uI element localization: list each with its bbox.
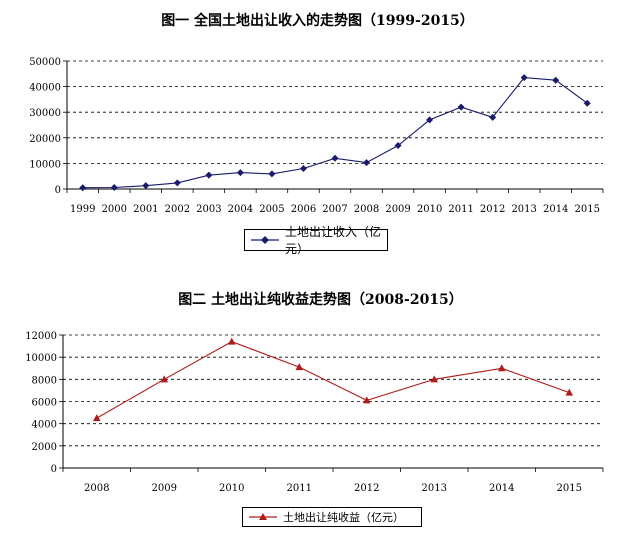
chart1-point <box>142 182 150 190</box>
chart1-point <box>268 170 276 178</box>
chart1-legend-swatch <box>251 234 279 246</box>
chart1-xtick-label: 2013 <box>511 204 536 215</box>
chart2-point <box>362 396 371 404</box>
chart2-xtick-label: 2008 <box>84 483 109 494</box>
chart1-point <box>205 171 213 179</box>
chart1-point <box>79 184 87 192</box>
chart1-ytick-label: 0 <box>55 185 61 196</box>
chart1-xtick-label: 1999 <box>70 204 95 215</box>
chart2-title: 图二 土地出让纯收益走势图（2008-2015） <box>178 292 463 308</box>
chart2-point <box>430 375 439 383</box>
chart2-point <box>227 337 236 345</box>
chart1-point <box>552 76 560 84</box>
chart1-point <box>426 116 434 124</box>
chart2-legend-label: 土地出让纯收益（亿元） <box>283 511 404 524</box>
chart1-xtick-label: 2009 <box>385 204 410 215</box>
chart1-point <box>394 141 402 149</box>
chart2-ytick-label: 12000 <box>25 331 57 342</box>
chart1-point <box>173 179 181 187</box>
chart1-point <box>583 99 591 107</box>
chart2-xtick-label: 2009 <box>152 483 177 494</box>
chart1-xtick-label: 2010 <box>417 204 442 215</box>
chart2-ytick-label: 0 <box>51 464 57 475</box>
chart2-ytick-label: 2000 <box>32 442 57 453</box>
chart1-point <box>236 169 244 177</box>
chart1-xtick-label: 2007 <box>322 204 347 215</box>
chart1-point <box>110 183 118 191</box>
chart1-xtick-label: 2003 <box>196 204 221 215</box>
chart2-xtick-label: 2013 <box>422 483 447 494</box>
chart1-xtick-label: 2002 <box>165 204 190 215</box>
chart2-point <box>92 414 101 422</box>
chart1-xtick-label: 2001 <box>133 204 158 215</box>
chart1-title: 图一 全国土地出让收入的走势图（1999-2015） <box>161 13 474 29</box>
chart2-xtick-label: 2011 <box>287 483 312 494</box>
chart2-point <box>160 375 169 383</box>
chart1-xtick-label: 2014 <box>543 204 568 215</box>
chart1-legend: 土地出让收入（亿元） <box>244 225 388 256</box>
chart1-ytick-label: 20000 <box>29 134 61 145</box>
chart2-xtick-label: 2015 <box>557 483 582 494</box>
chart1-point <box>331 154 339 162</box>
chart1-xtick-label: 2012 <box>480 204 505 215</box>
chart1-xtick-label: 2011 <box>448 204 473 215</box>
chart1-ytick-label: 50000 <box>29 57 61 68</box>
chart1-xtick-label: 2008 <box>354 204 379 215</box>
chart2-xtick-label: 2010 <box>219 483 244 494</box>
chart1-ytick-label: 10000 <box>29 159 61 170</box>
chart1-ytick-label: 30000 <box>29 108 61 119</box>
chart1-ytick-label: 40000 <box>29 83 61 94</box>
chart1-xtick-label: 2006 <box>291 204 316 215</box>
chart1-xtick-label: 2004 <box>228 204 253 215</box>
chart1-xtick-label: 2005 <box>259 204 284 215</box>
chart1-point <box>457 103 465 111</box>
chart2-point <box>295 363 304 371</box>
chart1-legend-label: 土地出让收入（亿元） <box>285 225 382 256</box>
chart1-series-line <box>82 77 588 189</box>
chart2-ytick-label: 6000 <box>32 398 57 409</box>
chart2-ytick-label: 4000 <box>32 420 57 431</box>
chart1-point <box>489 113 497 121</box>
chart2-xtick-label: 2014 <box>489 483 514 494</box>
chart1-xtick-label: 2015 <box>575 204 600 215</box>
chart1-point <box>363 159 371 167</box>
chart2-ytick-label: 10000 <box>25 353 57 364</box>
chart2-point <box>497 364 506 372</box>
chart1-point <box>299 165 307 173</box>
chart2-point <box>565 388 574 396</box>
chart2-series-line <box>96 340 570 419</box>
chart1-xtick-label: 2000 <box>102 204 127 215</box>
chart1-point <box>520 74 528 82</box>
chart2-legend-swatch <box>249 511 277 523</box>
chart2-legend: 土地出让纯收益（亿元） <box>242 507 422 527</box>
chart2-ytick-label: 8000 <box>32 375 57 386</box>
chart2-xtick-label: 2012 <box>354 483 379 494</box>
